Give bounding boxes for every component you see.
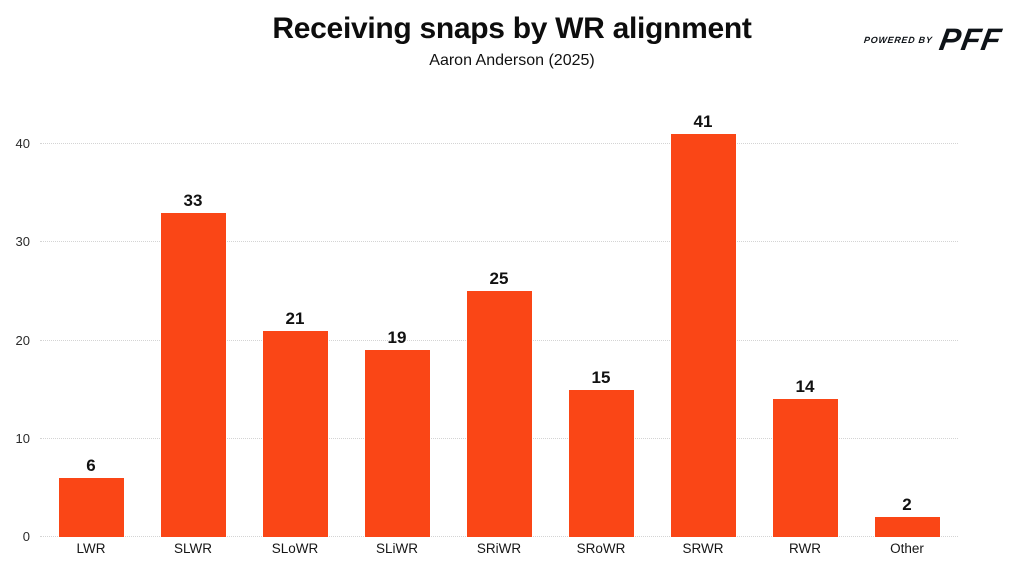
bar-group-SRoWR: 15 <box>550 369 652 537</box>
plot-area: 6 33 21 19 25 15 41 14 2 <box>40 100 958 537</box>
bar-group-SLiWR: 19 <box>346 329 448 537</box>
bar-group-RWR: 14 <box>754 378 856 537</box>
bar-series: 6 33 21 19 25 15 41 14 2 <box>40 100 958 537</box>
bar-group-LWR: 6 <box>40 457 142 537</box>
bar-LWR <box>58 478 124 537</box>
x-axis-labels: LWR SLWR SLoWR SLiWR SRiWR SRoWR SRWR RWR Other <box>40 541 958 556</box>
pff-wordmark: PFF <box>937 22 1006 57</box>
y-tick-label-10: 10 <box>15 430 30 446</box>
x-tick-label-SLoWR: SLoWR <box>271 541 319 556</box>
bar-group-SLWR: 33 <box>142 192 244 537</box>
y-axis-ticks: 0 10 20 30 40 <box>0 100 31 543</box>
bar-SLoWR <box>262 330 328 537</box>
bar-RWR <box>772 399 838 537</box>
x-tick-label-SLWR: SLWR <box>173 541 212 556</box>
powered-by-label: POWERED BY <box>863 34 933 45</box>
bar-value-label: 19 <box>387 328 407 348</box>
bar-group-SRWR: 41 <box>652 113 754 537</box>
bar-Other <box>874 517 940 537</box>
y-tick-label-30: 30 <box>15 234 30 250</box>
bar-SRoWR <box>568 389 634 537</box>
x-tick-label-Other: Other <box>890 541 924 556</box>
gridline-30 <box>40 241 958 243</box>
bar-SLWR <box>160 212 226 537</box>
bar-value-label: 21 <box>285 308 305 328</box>
bar-value-label: 41 <box>693 112 713 132</box>
x-tick-label-RWR: RWR <box>789 541 821 556</box>
gridline-40 <box>40 143 958 144</box>
chart-subtitle: Aaron Anderson (2025) <box>429 52 595 69</box>
x-tick-label-SRoWR: SRoWR <box>576 541 626 556</box>
x-tick-label-SRiWR: SRiWR <box>476 541 522 556</box>
bar-value-label: 6 <box>86 456 96 476</box>
bar-group-SRiWR: 25 <box>448 270 550 537</box>
bar-value-label: 14 <box>795 377 815 397</box>
bar-group-Other: 2 <box>856 496 958 537</box>
x-tick-label-SRWR: SRWR <box>682 541 724 556</box>
bar-SRiWR <box>466 291 532 537</box>
bar-group-SLoWR: 21 <box>244 310 346 537</box>
y-tick-label-0: 0 <box>22 529 30 544</box>
bar-value-label: 33 <box>183 190 203 210</box>
bar-SLiWR <box>364 350 430 537</box>
y-tick-label-40: 40 <box>15 136 30 151</box>
bar-value-label: 2 <box>902 495 912 515</box>
x-tick-label-LWR: LWR <box>76 541 106 556</box>
bar-value-label: 25 <box>489 269 509 289</box>
bar-value-label: 15 <box>591 367 611 387</box>
x-tick-label-SLiWR: SLiWR <box>375 541 418 556</box>
bar-SRWR <box>670 134 736 537</box>
chart-title: Receiving snaps by WR alignment <box>272 12 752 45</box>
pff-logo: POWERED BY PFF <box>863 22 1006 57</box>
y-tick-label-20: 20 <box>15 332 30 348</box>
